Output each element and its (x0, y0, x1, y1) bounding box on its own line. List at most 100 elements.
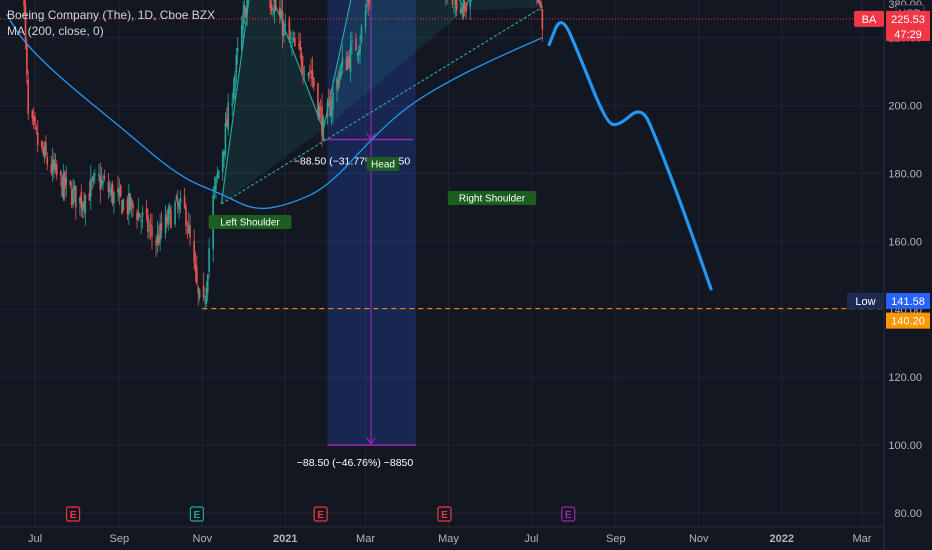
earnings-event-letter: E (441, 510, 448, 521)
candle-body (117, 187, 119, 192)
candle-body (227, 102, 229, 130)
candle-body (45, 142, 47, 156)
earnings-event-icon[interactable]: E (189, 506, 204, 522)
candle-body (279, 7, 281, 16)
candle-body (136, 212, 138, 220)
price-axis[interactable]: 80.00100.00120.00140.00160.00180.00200.0… (883, 0, 932, 550)
candle-body (366, 4, 368, 8)
candle-body (80, 192, 83, 208)
candle-body (231, 103, 234, 106)
candle-body (32, 115, 35, 122)
candle-body (164, 214, 167, 234)
candle-body (216, 174, 219, 179)
candle-body (338, 72, 341, 81)
pattern-label-bg (208, 215, 292, 229)
candle-body (326, 101, 329, 118)
candle-body (355, 38, 357, 51)
candle-body (61, 176, 64, 197)
ba-tag-name: BA (862, 14, 877, 26)
candle-body (245, 8, 247, 18)
candle-body (347, 56, 349, 68)
x-tick-label: Sep (606, 533, 626, 545)
candle-body (541, 9, 544, 30)
candle-body (84, 194, 87, 214)
candle-body (110, 186, 112, 196)
candle-body (72, 188, 74, 206)
candle-body (319, 107, 322, 110)
projection-curve (547, 21, 713, 291)
y-tick-label: 80.00 (894, 508, 922, 520)
candle-body (54, 163, 57, 171)
earnings-event-icon[interactable]: E (65, 506, 81, 522)
symbol-legend[interactable]: Boeing Company (The), 1D, Cboe BZX (7, 8, 216, 22)
candle-body (322, 117, 325, 141)
candle-body (46, 157, 49, 165)
candle-body (318, 105, 321, 120)
candle-body (341, 57, 344, 67)
candle-body (284, 24, 287, 26)
low-tag-name-bg (847, 292, 884, 309)
y-tick-label: 100.00 (888, 440, 922, 452)
earnings-event-icon[interactable]: E (437, 506, 452, 522)
candle-body (454, 0, 457, 6)
head-and-shoulders-pattern[interactable] (220, 0, 543, 205)
prev-low-tag-value: 140.20 (891, 316, 925, 328)
candle-body (43, 146, 46, 159)
grid-lines (0, 0, 884, 527)
candle-body (236, 47, 239, 52)
candle-body (62, 172, 65, 200)
earnings-event-icon[interactable]: E (313, 506, 328, 522)
earnings-event-box (313, 506, 328, 522)
low-tag-value-bg (886, 292, 930, 309)
candle-body (185, 206, 187, 227)
candle-body (462, 0, 465, 17)
ma-legend[interactable]: MA (200, close, 0) (7, 24, 104, 38)
right-shoulder-area (464, 0, 543, 11)
candle-body (194, 263, 197, 272)
candle-body (130, 199, 133, 206)
candle-body (109, 190, 111, 192)
head-area (323, 0, 465, 130)
earnings-event-letter: E (70, 510, 77, 521)
earnings-event-letter: E (194, 510, 201, 521)
candle-body (453, 6, 455, 8)
candle-body (166, 217, 168, 225)
candle-body (111, 184, 114, 203)
ba-countdown: 47:29 (894, 29, 922, 41)
overlay-lines (0, 13, 884, 310)
candle-body (70, 190, 73, 205)
candle-body (141, 212, 144, 218)
left-shoulder-area (221, 0, 324, 205)
candle-body (208, 248, 210, 272)
earnings-event-letter: E (565, 510, 572, 521)
x-tick-label: Mar (853, 533, 872, 545)
y-tick-label: 160.00 (888, 236, 922, 248)
candle-body (540, 2, 542, 9)
ma-200-line (5, 13, 543, 210)
x-tick-label: Jul (524, 533, 538, 545)
candle-body (118, 188, 121, 197)
candle-body (269, 0, 272, 9)
candle-body (202, 285, 205, 298)
candle-body (270, 4, 273, 12)
candle-body (60, 170, 62, 176)
candle-body (345, 58, 348, 71)
candle-body (35, 126, 38, 131)
candle-body (455, 0, 458, 11)
earnings-event-icon[interactable]: E (561, 506, 576, 522)
candle-body (359, 44, 361, 53)
candle-body (94, 174, 96, 176)
candle-body (64, 171, 66, 189)
time-axis[interactable]: Jul Sep Nov 2021 Mar May Jul Sep Nov 2022 Mar (0, 526, 932, 550)
ba-countdown-bg (886, 26, 930, 41)
candle-body (235, 54, 238, 73)
earnings-event-box (561, 506, 576, 522)
x-tick-label: Sep (110, 533, 130, 545)
candle-body (204, 301, 206, 303)
candle-body (107, 182, 110, 192)
candle-body (42, 146, 44, 154)
price-range-tools[interactable]: −88.50 (−31.77%) −8850−88.50 (−46.76%) −… (294, 0, 416, 469)
